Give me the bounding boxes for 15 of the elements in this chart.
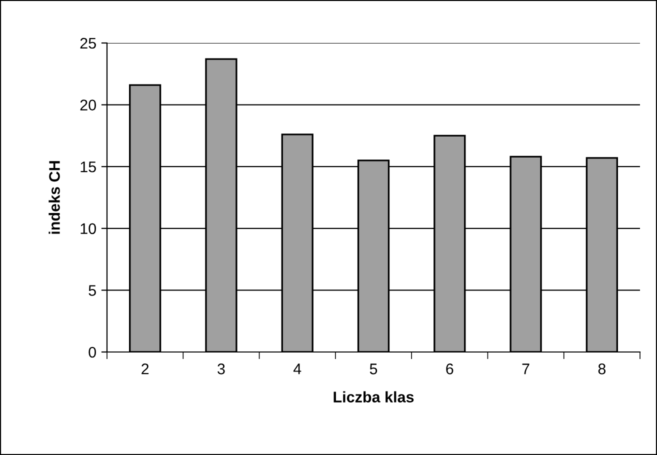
y-tick-label: 25 (80, 38, 96, 49)
x-tick-label: 6 (446, 364, 454, 374)
y-tick-label: 15 (80, 162, 96, 172)
x-tick-label: 2 (142, 364, 149, 374)
y-axis-title: indeks CH (48, 161, 60, 234)
x-tick-label: 3 (218, 364, 225, 374)
x-tick-label: 7 (522, 364, 530, 374)
x-axis-title: Liczba klas (334, 391, 414, 402)
x-tick-label: 5 (370, 364, 378, 374)
y-tick-label: 0 (88, 346, 96, 358)
y-tick-label: 10 (80, 223, 96, 234)
x-tick-label: 4 (293, 364, 302, 374)
y-tick-label: 5 (88, 285, 96, 296)
x-tick-label: 8 (598, 364, 606, 374)
y-tick-label: 20 (80, 100, 96, 110)
